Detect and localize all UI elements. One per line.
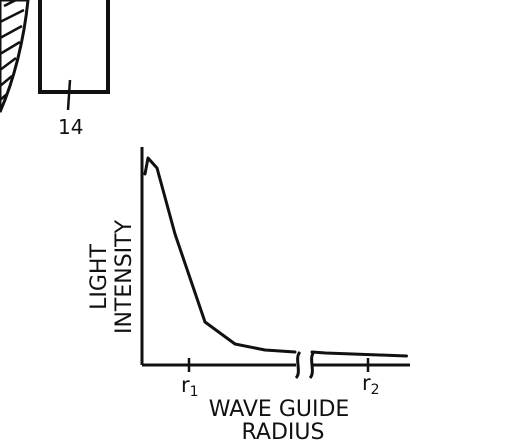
intensity-curve	[143, 156, 408, 358]
x-axis-label-line2: RADIUS	[242, 420, 325, 443]
tick-label-r2: r2	[362, 371, 380, 398]
tick-label-r1: r1	[181, 373, 199, 400]
leader-line	[66, 79, 72, 111]
x-tick-marks	[187, 358, 370, 372]
tick-r1-subscript: 1	[190, 384, 199, 400]
axis-break-mark	[294, 350, 316, 380]
hatched-element	[0, 0, 30, 113]
y-axis-label: LIGHT INTENSITY	[87, 219, 137, 334]
tick-r2-subscript: 2	[371, 382, 380, 398]
y-axis-label-line1: LIGHT	[87, 244, 112, 310]
component-box	[38, 0, 110, 94]
reference-numeral: 14	[58, 115, 83, 139]
y-axis-label-line2: INTENSITY	[112, 219, 137, 334]
chart-axes	[140, 147, 410, 367]
x-axis-label-line1: WAVE GUIDE	[209, 397, 350, 422]
tick-r2-label: r	[362, 371, 371, 395]
tick-r1-label: r	[181, 373, 190, 397]
